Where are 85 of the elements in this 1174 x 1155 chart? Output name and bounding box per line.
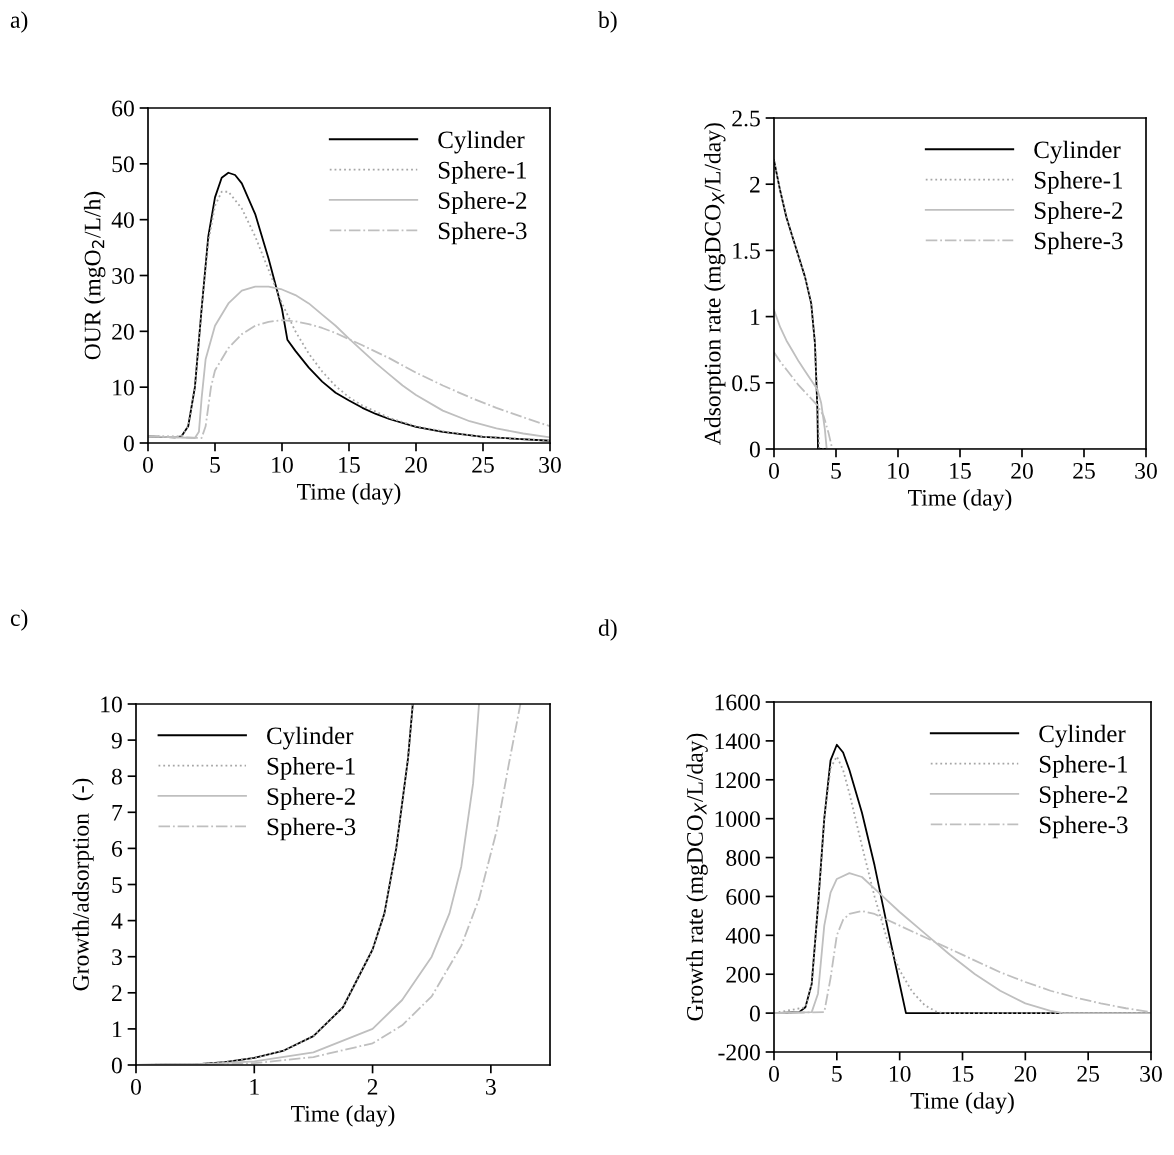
x-tick-label: 5 bbox=[832, 1066, 842, 1082]
legend-label: Sphere-3 bbox=[267, 817, 356, 841]
legend-label: Cylinder bbox=[1034, 140, 1121, 164]
x-tick-label: 5 bbox=[210, 457, 220, 473]
y-tick-label: 40 bbox=[111, 212, 134, 229]
y-tick-label: 600 bbox=[726, 888, 760, 905]
legend-label: Sphere-2 bbox=[438, 191, 527, 215]
y-tick-label: 0 bbox=[749, 441, 760, 458]
legend-label: Sphere-3 bbox=[438, 221, 527, 245]
x-tick-label: 1 bbox=[250, 1078, 259, 1095]
y-tick-label: 1600 bbox=[715, 694, 760, 711]
y-tick-label: 50 bbox=[112, 156, 134, 173]
y-tick-label: 8 bbox=[111, 768, 122, 785]
legend-label: Cylinder bbox=[1039, 724, 1126, 748]
y-tick-label: 60 bbox=[112, 100, 134, 117]
y-tick-label: 400 bbox=[725, 927, 760, 944]
y-tick-label: 0 bbox=[749, 1005, 760, 1022]
legend-label: Sphere-2 bbox=[267, 787, 355, 811]
x-tick-label: 15 bbox=[952, 1065, 974, 1082]
x-tick-label: 15 bbox=[950, 462, 971, 479]
legend-label: Sphere-1 bbox=[438, 161, 526, 184]
legend-label: Sphere-1 bbox=[267, 757, 355, 780]
y-tick-label: 10 bbox=[101, 696, 122, 713]
x-tick-label: 15 bbox=[339, 456, 360, 473]
legend-label: Sphere-2 bbox=[1034, 201, 1123, 225]
y-axis-title: Growth rate (mgDCO$_{X}$/L/day) bbox=[686, 733, 708, 1021]
y-axis-title: OUR (mgO$_{2}$/L/h) bbox=[83, 191, 106, 360]
x-tick-label: 5 bbox=[831, 463, 841, 479]
x-tick-label: 25 bbox=[1077, 1065, 1100, 1082]
y-tick-label: 1.5 bbox=[733, 243, 760, 259]
y-tick-label: 1000 bbox=[715, 811, 760, 828]
y-tick-label: 20 bbox=[112, 323, 134, 340]
x-tick-label: 20 bbox=[405, 456, 427, 473]
y-tick-label: 3 bbox=[112, 949, 122, 966]
y-tick-label: 2.5 bbox=[732, 110, 760, 127]
y-tick-label: 9 bbox=[111, 732, 122, 749]
y-tick-label: 5 bbox=[112, 877, 122, 893]
x-axis-title: Time (day) bbox=[908, 489, 1012, 511]
x-tick-label: 10 bbox=[272, 456, 293, 473]
x-tick-label: 0 bbox=[769, 462, 779, 479]
y-tick-label: 10 bbox=[113, 379, 134, 396]
y-tick-label: 0.5 bbox=[732, 375, 760, 392]
legend-label: Sphere-1 bbox=[1039, 755, 1127, 778]
legend-label: Cylinder bbox=[438, 130, 525, 154]
x-tick-label: 10 bbox=[888, 462, 909, 479]
y-tick-label: 1200 bbox=[715, 772, 760, 789]
x-tick-label: 25 bbox=[1073, 462, 1095, 479]
y-tick-label: 2 bbox=[750, 176, 760, 193]
chart-title: c) bbox=[10, 609, 28, 631]
y-axis-title: Growth/adsorption (-) bbox=[72, 778, 94, 991]
x-tick-label: 30 bbox=[1140, 1065, 1162, 1082]
legend-label: Sphere-3 bbox=[1039, 815, 1128, 839]
y-tick-label: -200 bbox=[718, 1044, 760, 1061]
x-tick-label: 3 bbox=[486, 1078, 496, 1095]
legend-label: Cylinder bbox=[267, 726, 354, 750]
x-axis-title: Time (day) bbox=[291, 1105, 395, 1127]
x-tick-label: 30 bbox=[539, 456, 561, 473]
y-tick-label: 6 bbox=[112, 840, 123, 857]
x-tick-label: 10 bbox=[889, 1065, 911, 1082]
x-tick-label: 20 bbox=[1011, 462, 1033, 479]
x-tick-label: 0 bbox=[143, 456, 153, 473]
y-tick-label: 4 bbox=[111, 913, 123, 929]
y-tick-label: 7 bbox=[112, 805, 123, 821]
x-axis-title: Time (day) bbox=[297, 483, 401, 505]
y-tick-label: 0 bbox=[123, 435, 134, 452]
chart-title: a) bbox=[10, 11, 28, 33]
x-tick-label: 0 bbox=[769, 1065, 779, 1082]
x-tick-label: 2 bbox=[367, 1078, 378, 1095]
y-tick-label: 200 bbox=[726, 966, 760, 983]
legend-label: Sphere-1 bbox=[1034, 171, 1122, 194]
x-tick-label: 25 bbox=[472, 456, 494, 473]
x-tick-label: 20 bbox=[1014, 1065, 1037, 1082]
y-tick-label: 1400 bbox=[715, 733, 760, 750]
x-axis-title: Time (day) bbox=[910, 1092, 1014, 1114]
y-tick-label: 1 bbox=[113, 1021, 122, 1038]
x-tick-label: 30 bbox=[1135, 462, 1157, 479]
legend-label: Sphere-3 bbox=[1034, 231, 1123, 255]
y-tick-label: 2 bbox=[112, 985, 122, 1001]
chart-title: d) bbox=[598, 619, 617, 641]
y-tick-label: 800 bbox=[726, 850, 760, 866]
chart-title: b) bbox=[598, 11, 617, 33]
y-tick-label: 30 bbox=[112, 267, 134, 284]
y-axis-title: Adsorption rate (mgDCO$_{X}$/L/day) bbox=[704, 123, 726, 445]
y-tick-label: 1 bbox=[751, 309, 760, 325]
legend-label: Sphere-2 bbox=[1039, 785, 1128, 809]
